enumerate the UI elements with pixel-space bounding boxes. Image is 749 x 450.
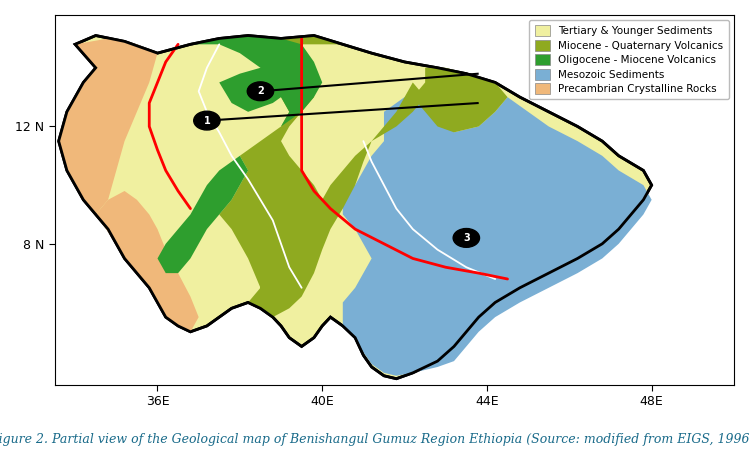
Polygon shape xyxy=(157,36,322,273)
Polygon shape xyxy=(413,68,508,132)
Polygon shape xyxy=(58,36,652,379)
Polygon shape xyxy=(96,191,198,332)
Polygon shape xyxy=(58,38,157,215)
Circle shape xyxy=(194,111,220,130)
Polygon shape xyxy=(219,68,289,112)
Text: 1: 1 xyxy=(204,116,210,126)
Text: Figure 2. Partial view of the Geological map of Benishangul Gumuz Region Ethiopi: Figure 2. Partial view of the Geological… xyxy=(0,432,749,446)
Circle shape xyxy=(453,229,479,248)
Circle shape xyxy=(247,82,273,101)
Text: 2: 2 xyxy=(257,86,264,96)
Polygon shape xyxy=(219,36,425,317)
Text: 3: 3 xyxy=(463,233,470,243)
Legend: Tertiary & Younger Sediments, Miocene - Quaternary Volcanics, Oligocene - Miocen: Tertiary & Younger Sediments, Miocene - … xyxy=(530,20,729,99)
Polygon shape xyxy=(343,97,652,376)
